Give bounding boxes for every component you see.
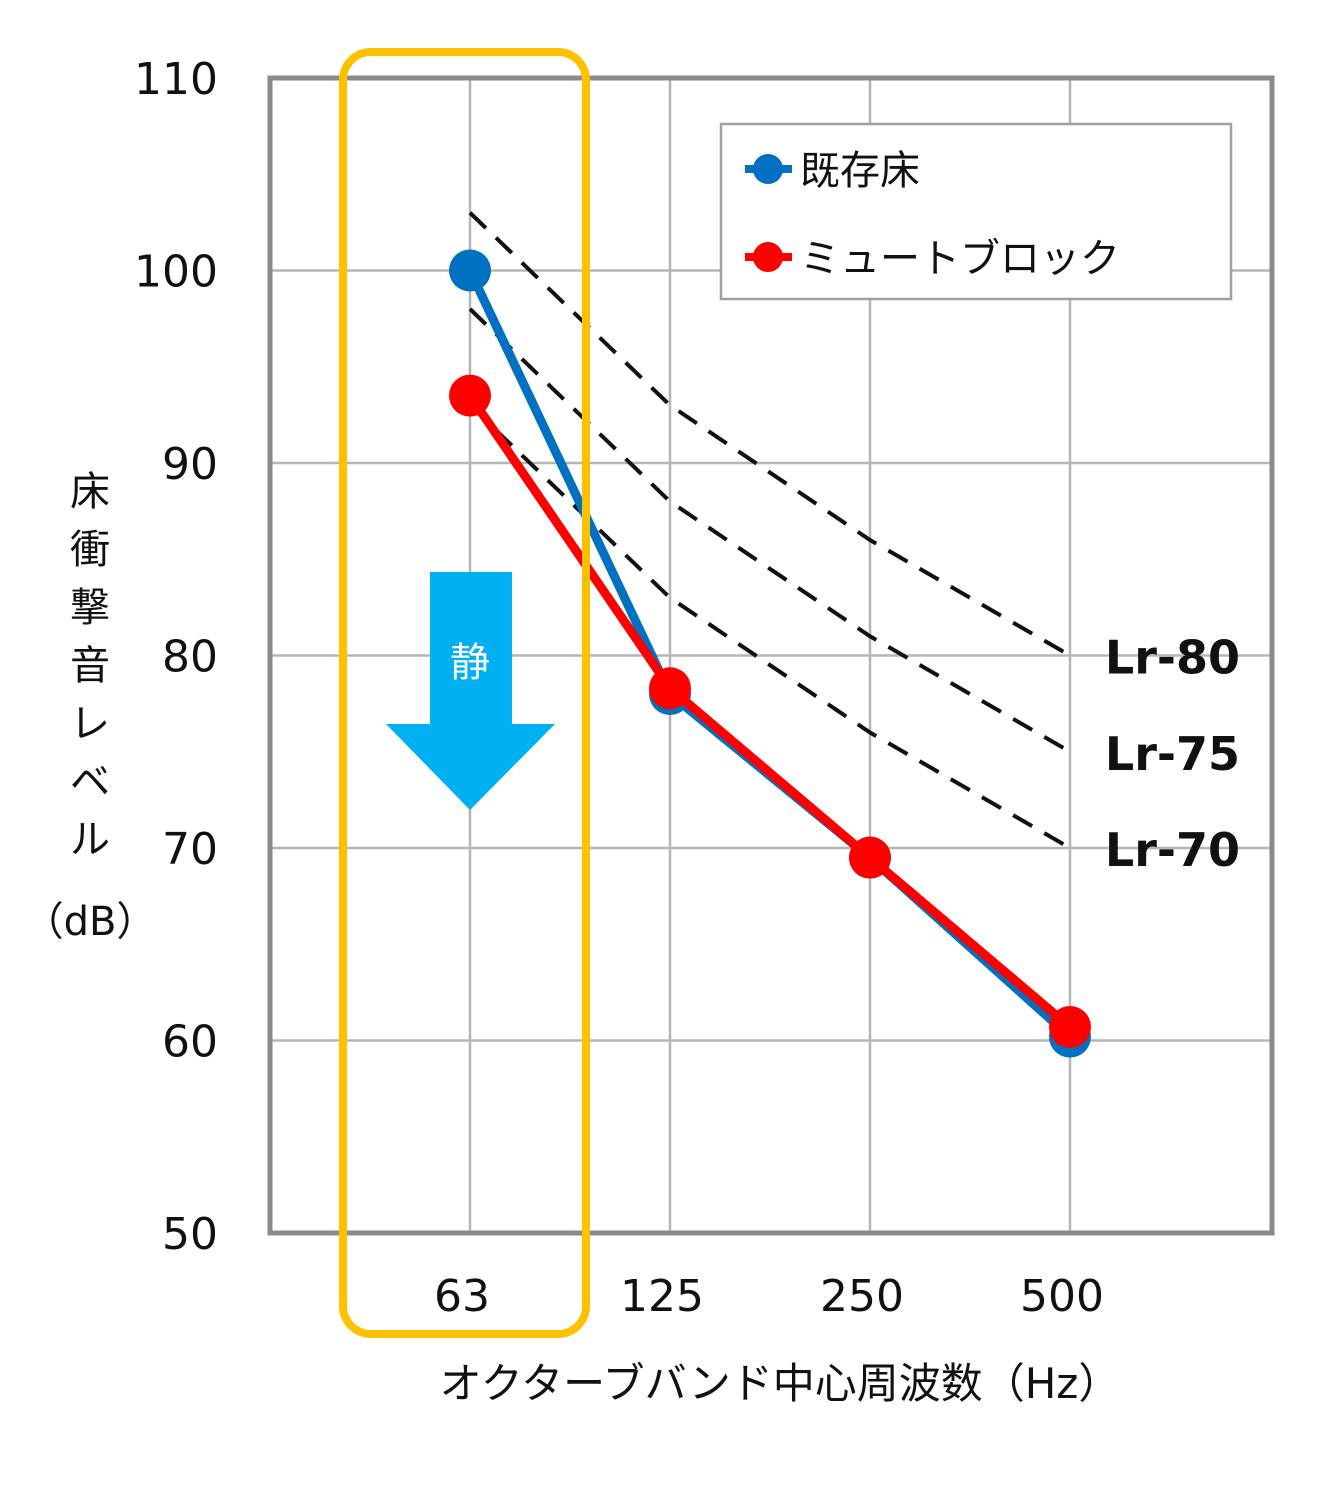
reference-line-label: Lr-80 (1105, 631, 1240, 685)
quieter-arrow: 静 (386, 572, 555, 810)
reference-line-label: Lr-75 (1105, 727, 1240, 781)
reference-line-label: Lr-70 (1105, 823, 1240, 877)
legend-box (719, 122, 1233, 301)
highlight-rect (339, 48, 590, 1338)
series-line (465, 268, 1074, 1041)
reference-lines: Lr-80 Lr-75 Lr-70 (468, 211, 1240, 877)
legend-label: 既存床 (800, 148, 920, 194)
y-axis-label-char: 撃 (70, 585, 110, 631)
y-tick-label: 60 (162, 1017, 218, 1068)
y-axis-label-char: 床 (70, 469, 110, 515)
series (449, 249, 1091, 1058)
plot-frame (267, 75, 1275, 1236)
legend-marker (753, 154, 783, 184)
y-axis-label-char: 音 (70, 643, 110, 689)
y-tick-label: 110 (134, 54, 218, 105)
reference-line (468, 307, 1072, 754)
x-tick-label: 250 (820, 1271, 904, 1322)
arrow-label: 静 (450, 640, 490, 686)
data-point (849, 836, 891, 879)
arrow-shape (386, 572, 555, 810)
y-tick-label: 90 (162, 439, 218, 490)
y-tick-label: 50 (162, 1209, 218, 1260)
x-tick-label: 500 (1020, 1271, 1104, 1322)
data-point (649, 667, 691, 710)
y-axis-label-char: 衝 (70, 527, 110, 573)
x-tick-labels: 63 125 250 500 (434, 1271, 1104, 1322)
y-tick-label: 100 (134, 247, 218, 298)
y-axis-label-unit: （dB） (24, 899, 157, 945)
y-tick-label: 80 (162, 632, 218, 683)
x-tick-label: 125 (620, 1271, 704, 1322)
reference-line (468, 403, 1072, 850)
reference-line (468, 211, 1072, 658)
data-point (449, 249, 491, 292)
y-axis-label-char: レ (70, 701, 110, 747)
data-point (449, 374, 491, 417)
y-tick-labels: 50 60 70 80 90 100 110 (134, 54, 218, 1260)
data-point (1049, 1006, 1091, 1049)
x-tick-label: 63 (434, 1271, 490, 1322)
highlight-box (339, 48, 590, 1338)
series-line (466, 393, 1073, 1031)
y-tick-label: 70 (162, 824, 218, 875)
legend-label: ミュートブロック (800, 236, 1120, 282)
y-axis-label-char: ベ (70, 759, 110, 805)
y-axis-label-char: ル (70, 817, 110, 863)
legend-marker (753, 242, 783, 272)
x-axis-label: オクターブバンド中心周波数（Hz） (440, 1359, 1121, 1408)
